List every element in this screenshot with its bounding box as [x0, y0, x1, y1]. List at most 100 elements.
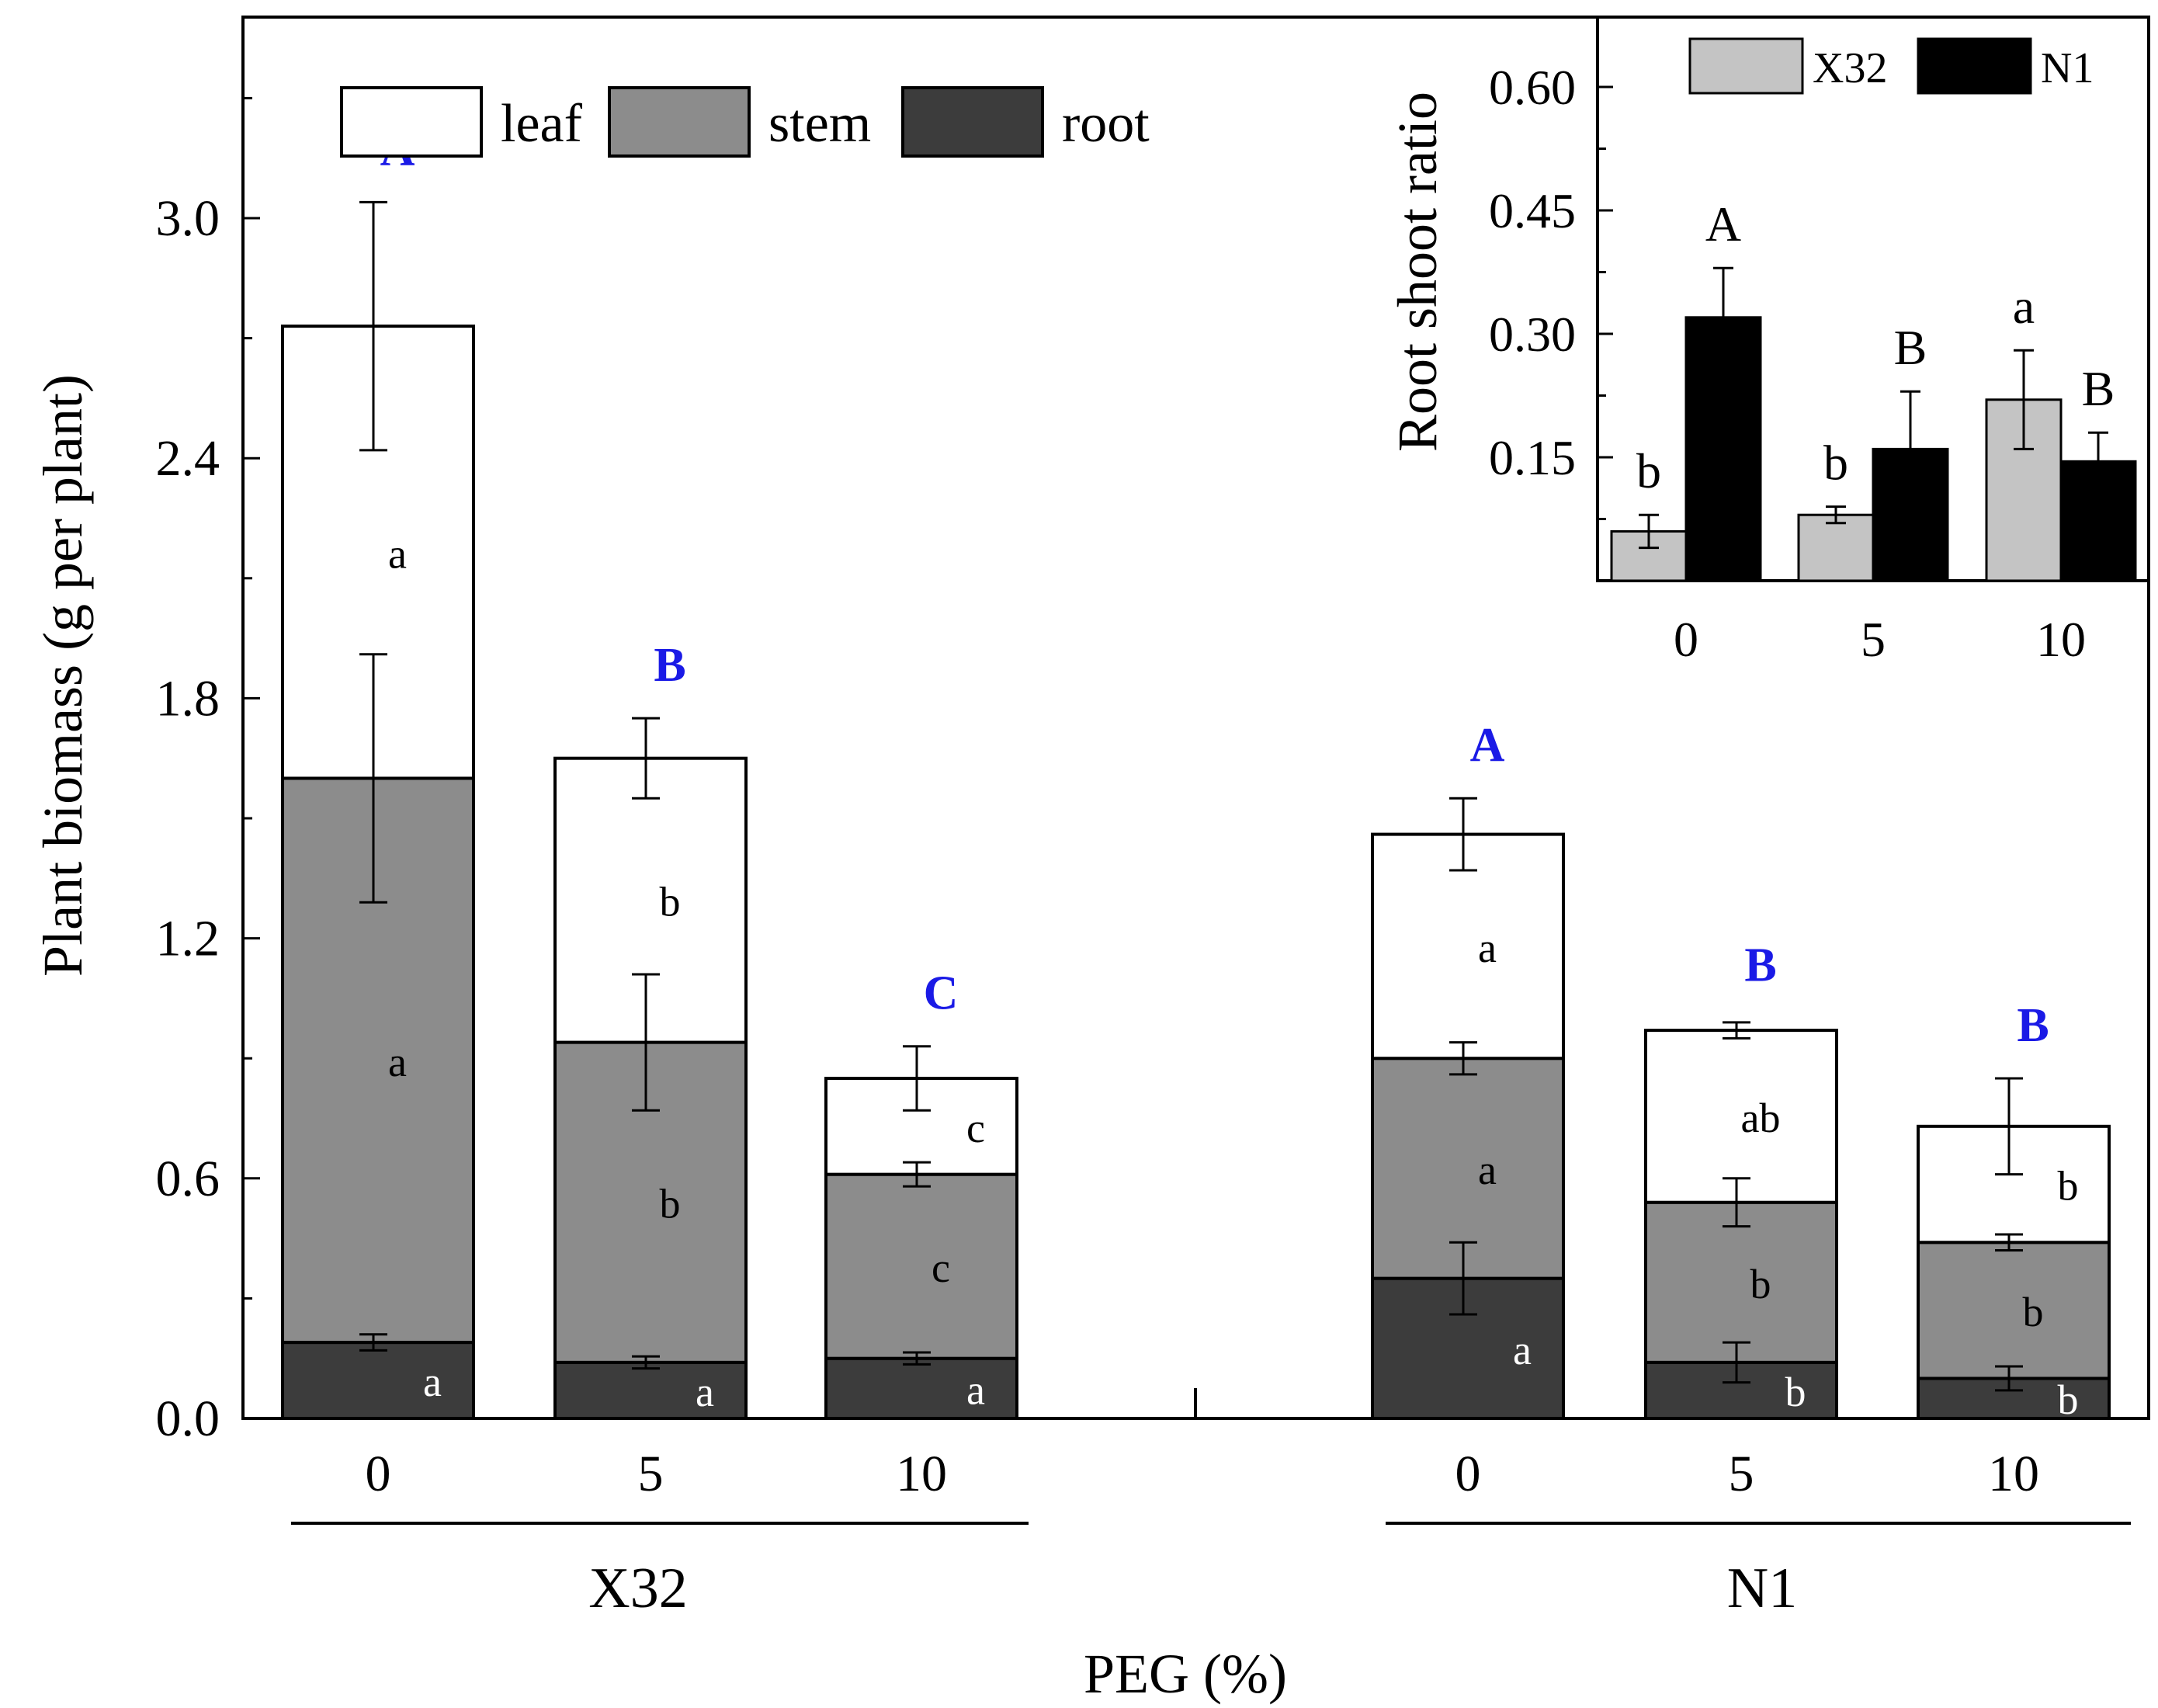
inset-error-bar: [1713, 266, 1733, 368]
y-tick-label: 3.0: [156, 190, 220, 247]
inset-bar-group-5: bB: [1797, 320, 1949, 582]
inset-bar-group-10: aB: [1985, 279, 2137, 582]
sig-letter-total: B: [2017, 999, 2049, 1052]
inset-sig-letter: b: [1823, 436, 1848, 491]
bar-leaf-x32-10: [824, 1076, 1018, 1176]
inset-y-tick-label: 0.15: [1489, 430, 1576, 485]
error-bar-leaf: [903, 1045, 931, 1112]
error-bar-stem: [1723, 1177, 1750, 1228]
legend-swatch-leaf: [340, 86, 483, 158]
inset-error-bar: [1639, 513, 1659, 550]
inset-legend-label-n1: N1: [2041, 44, 2094, 92]
main-chart: 0.0 0.6 1.2 1.8 2.4 3.0 Plant biomass (g per p…: [32, 16, 2150, 1705]
sig-letter-stem: a: [1478, 1147, 1497, 1193]
sig-letter-root: b: [2058, 1376, 2079, 1423]
legend-label-root: root: [1062, 94, 1150, 154]
bar-stem-x32-0: [281, 776, 475, 1345]
inset-sig-letter: B: [2082, 361, 2115, 416]
inset-error-bar: [2014, 349, 2034, 450]
error-bar-leaf: [632, 717, 660, 800]
error-bar-stem: [1995, 1233, 2023, 1252]
sig-letter-total: B: [654, 639, 685, 692]
y-axis-title: Plant biomass (g per plant): [32, 374, 94, 977]
sig-letter-total: A: [1470, 719, 1505, 772]
x-tick-label: 0: [366, 1446, 391, 1502]
error-bar-leaf: [1449, 797, 1477, 872]
bar-stem-x32-10: [824, 1172, 1018, 1360]
bar-stem-n1-10: [1917, 1241, 2111, 1380]
x-tick-label: 10: [1988, 1446, 2039, 1502]
inset-sig-letter: B: [1894, 320, 1927, 375]
y-tick-label: 1.8: [156, 670, 220, 727]
legend-swatch-stem: [608, 86, 751, 158]
inset-y-tick-label: 0.60: [1489, 60, 1576, 115]
error-bar-stem: [632, 973, 660, 1112]
inset-legend-swatch-x32: [1688, 37, 1804, 95]
x-axis-title: PEG (%): [1084, 1643, 1287, 1705]
bar-leaf-n1-10: [1917, 1124, 2111, 1245]
inset-x-tick-label: 0: [1674, 612, 1698, 667]
sig-letter-leaf: b: [660, 879, 681, 925]
error-bar-root: [1723, 1341, 1750, 1384]
inset-error-bar: [2088, 431, 2108, 491]
bar-stem-n1-0: [1371, 1057, 1565, 1280]
group-label-n1: N1: [1727, 1557, 1797, 1620]
sig-letter-leaf: a: [388, 530, 407, 577]
sig-letter-root: b: [1785, 1369, 1806, 1415]
sig-letter-leaf: b: [2058, 1163, 2079, 1210]
legend: leaf stem root: [340, 86, 1150, 158]
bar-root-x32-5: [553, 1360, 748, 1421]
error-bar-root: [359, 1333, 387, 1352]
sig-letter-stem: c: [932, 1245, 950, 1291]
inset-y-tick-label: 0.45: [1489, 183, 1576, 238]
sig-letter-root: a: [966, 1366, 985, 1413]
sig-letter-leaf: ab: [1741, 1095, 1781, 1141]
inset-sig-letter: b: [1636, 443, 1661, 498]
bar-leaf-x32-0: [281, 325, 475, 780]
x-tick-label: 5: [638, 1446, 664, 1502]
bar-leaf-n1-0: [1371, 832, 1565, 1061]
sig-letter-stem: b: [660, 1181, 681, 1227]
inset-x-tick-label: 10: [2036, 612, 2086, 667]
inset-y-axis: 0.15 0.30 0.45 0.60: [1489, 60, 1613, 520]
bar-group-x32: aaaA0abbB5accC10: [281, 123, 1018, 1502]
x-tick-label: 0: [1455, 1446, 1481, 1502]
inset-y-tick-label: 0.30: [1489, 307, 1576, 362]
inset-error-bar: [1900, 390, 1920, 509]
sig-letter-stem: b: [1750, 1261, 1771, 1307]
sig-letter-total: C: [924, 967, 959, 1020]
inset-sig-letter: a: [2013, 279, 2035, 334]
inset-x-tick-label: 5: [1861, 612, 1886, 667]
bar-root-n1-10: [1917, 1376, 2111, 1421]
y-tick-label: 2.4: [156, 430, 220, 487]
error-bar-stem: [359, 653, 387, 904]
legend-label-leaf: leaf: [501, 94, 583, 154]
error-bar-root: [1995, 1365, 2023, 1392]
bar-stem-n1-5: [1644, 1200, 1838, 1364]
sig-letter-root: a: [696, 1369, 714, 1415]
sig-letter-stem: b: [2023, 1289, 2044, 1335]
error-bar-leaf: [359, 200, 387, 452]
inset-y-axis-title: Root shoot ratio: [1386, 92, 1448, 452]
error-bar-root: [1449, 1241, 1477, 1316]
inset-legend-swatch-n1: [1917, 37, 2032, 95]
inset-error-bar: [1826, 505, 1846, 525]
error-bar-stem: [1449, 1041, 1477, 1076]
legend-label-stem: stem: [768, 94, 871, 154]
inset-legend-label-x32: X32: [1813, 44, 1887, 92]
inset-sig-letter: A: [1705, 196, 1741, 252]
legend-swatch-root: [901, 86, 1044, 158]
group-label-x32: X32: [588, 1557, 687, 1620]
error-bar-root: [632, 1355, 660, 1370]
inset-bar-x32-5: [1797, 513, 1875, 582]
sig-letter-leaf: c: [966, 1105, 985, 1151]
inset-bar-group-0: bA: [1610, 196, 1762, 582]
y-tick-label: 1.2: [156, 911, 220, 967]
bar-root-x32-0: [281, 1341, 475, 1420]
y-axis: 0.0 0.6 1.2 1.8 2.4 3.0: [156, 96, 260, 1447]
bar-stem-x32-5: [553, 1040, 748, 1364]
x-tick-label: 5: [1729, 1446, 1754, 1502]
